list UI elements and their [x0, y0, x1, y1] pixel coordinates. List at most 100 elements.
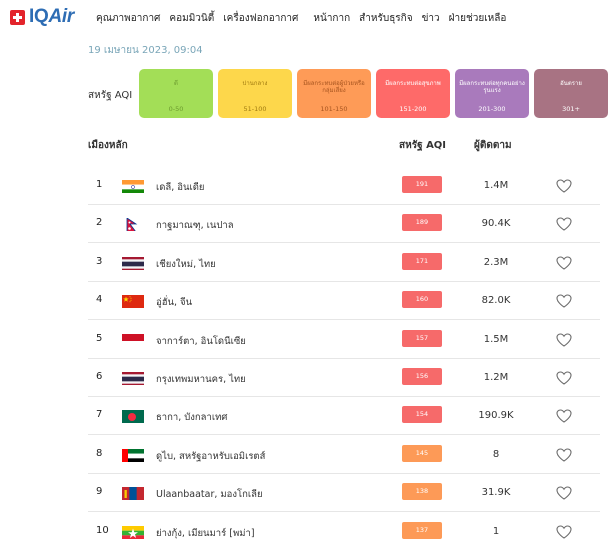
aqi-level-text: มีผลกระทบต่อทุกคนอย่างรุนแรง — [459, 80, 525, 94]
column-header-aqi[interactable]: สหรัฐ AQI — [399, 140, 447, 151]
nepal-flag-icon — [122, 217, 144, 232]
followers-count: 8 — [492, 448, 500, 460]
table-row[interactable]: 2 กาฐมาณฑุ, เนปาล 189 90.4K — [88, 205, 600, 244]
aqi-badge: 138 — [402, 483, 442, 501]
followers-count: 1.2M — [483, 372, 509, 383]
aqi-badge: 157 — [402, 329, 442, 347]
city-name-link[interactable]: ธากา, บังกลาเทศ — [156, 412, 228, 424]
heart-outline-icon[interactable] — [556, 485, 572, 500]
city-name-link[interactable]: กรุงเทพมหานคร, ไทย — [156, 374, 246, 385]
brand-suffix: Air — [48, 6, 74, 27]
aqi-badge: 171 — [402, 252, 442, 270]
india-flag-icon — [122, 179, 144, 193]
rank-number: 10 — [96, 524, 109, 536]
nav-item-news[interactable]: ข่าว — [421, 13, 440, 24]
aqi-level-text: ปานกลาง — [242, 80, 268, 87]
nav-item-masks[interactable]: หน้ากาก — [313, 13, 351, 24]
aqi-badge: 154 — [402, 406, 442, 424]
city-name-link[interactable]: ดูไบ, สหรัฐอาหรับเอมิเรตส์ — [156, 450, 266, 462]
bangladesh-flag-icon — [122, 409, 144, 424]
brand-name: IQAir — [29, 6, 74, 28]
nav-item-support[interactable]: ฝ่ายช่วยเหลือ — [448, 13, 507, 24]
aqi-badge: 191 — [402, 176, 442, 193]
aqi-legend-label: สหรัฐ AQI — [88, 90, 133, 101]
table-row[interactable]: 3 เชียงใหม่, ไทย 171 2.3M — [88, 244, 600, 282]
city-name-link[interactable]: ย่างกุ้ง, เมียนมาร์ [พม่า] — [156, 527, 255, 539]
city-name-link[interactable]: เดลี, อินเดีย — [156, 182, 205, 193]
aqi-legend: ดี 0-50 ปานกลาง 51-100 มีผลกระทบต่อผู้ป่วยหร… — [139, 69, 613, 118]
rank-number: 9 — [96, 486, 103, 498]
nav-item-air-quality[interactable]: คุณภาพอากาศ — [96, 13, 161, 24]
aqi-badge: 145 — [402, 444, 442, 462]
aqi-level-range: 201-300 — [478, 105, 506, 113]
aqi-level-range: 0-50 — [168, 105, 184, 113]
aqi-level-tile: ปานกลาง 51-100 — [218, 69, 292, 118]
brand-prefix: IQ — [29, 6, 49, 27]
followers-count: 1.4M — [483, 180, 509, 191]
rank-number: 4 — [96, 294, 103, 306]
heart-outline-icon[interactable] — [556, 408, 572, 424]
followers-count: 1.5M — [483, 333, 509, 345]
aqi-badge: 137 — [402, 521, 442, 539]
top-bar: IQAir คุณภาพอากาศ คอมมิวนิตี้ เครื่องฟอก… — [0, 0, 613, 36]
table-row[interactable]: 5 จาการ์ตา, อินโดนีเซีย 157 1.5M — [88, 321, 600, 359]
heart-outline-icon[interactable] — [556, 524, 572, 539]
table-row[interactable]: 9 Ulaanbaatar, มองโกเลีย 138 31.9K — [88, 474, 600, 513]
followers-count: 190.9K — [478, 410, 514, 422]
aqi-level-tile: อันตราย 301+ — [534, 69, 608, 118]
heart-outline-icon[interactable] — [556, 178, 572, 193]
followers-count: 90.4K — [481, 218, 511, 230]
iqair-logo[interactable]: IQAir — [10, 6, 74, 28]
main-nav: คุณภาพอากาศ คอมมิวนิตี้ เครื่องฟอกอากาศ … — [96, 11, 515, 26]
aqi-level-text: อันตราย — [560, 80, 582, 87]
aqi-level-tile: ดี 0-50 — [139, 69, 213, 118]
table-row[interactable]: 6 กรุงเทพมหานคร, ไทย 156 1.2M — [88, 359, 600, 397]
swiss-flag-icon — [10, 9, 25, 25]
rank-number: 2 — [96, 217, 103, 229]
aqi-level-range: 51-100 — [243, 105, 267, 113]
column-header-followers[interactable]: ผู้ติดตาม — [474, 140, 512, 151]
aqi-level-tile: มีผลกระทบต่อผู้ป่วยหรือกลุ่มเสี่ยง 101-15… — [297, 69, 371, 118]
city-name-link[interactable]: Ulaanbaatar, มองโกเลีย — [156, 489, 263, 501]
aqi-badge: 189 — [402, 214, 442, 232]
nav-item-business[interactable]: สำหรับธุรกิจ — [359, 13, 413, 24]
city-name-link[interactable]: จาการ์ตา, อินโดนีเซีย — [156, 335, 246, 347]
aqi-level-range: 151-200 — [399, 105, 427, 113]
followers-count: 2.3M — [483, 256, 509, 268]
aqi-level-text: มีผลกระทบต่อผู้ป่วยหรือกลุ่มเสี่ยง — [303, 80, 365, 94]
table-row[interactable]: 10 ย่างกุ้ง, เมียนมาร์ [พม่า] 137 1 — [88, 513, 600, 550]
china-flag-icon — [122, 294, 144, 309]
heart-outline-icon[interactable] — [556, 370, 572, 385]
heart-outline-icon[interactable] — [556, 255, 572, 270]
table-row[interactable]: 7 ธากา, บังกลาเทศ 154 190.9K — [88, 397, 600, 436]
rank-number: 3 — [96, 255, 103, 267]
column-header-city: เมืองหลัก — [88, 140, 128, 151]
rank-number: 7 — [96, 409, 103, 421]
nav-item-air-purifiers[interactable]: เครื่องฟอกอากาศ — [223, 13, 299, 24]
nav-item-community[interactable]: คอมมิวนิตี้ — [169, 13, 215, 24]
heart-outline-icon[interactable] — [556, 293, 572, 308]
aqi-level-range: 301+ — [562, 105, 580, 113]
city-name-link[interactable]: กาฐมาณฑุ, เนปาล — [156, 220, 234, 232]
aqi-badge: 156 — [402, 368, 442, 385]
aqi-level-text: ดี — [174, 80, 178, 87]
aqi-level-tile: มีผลกระทบต่อสุขภาพ 151-200 — [376, 69, 450, 118]
timestamp: 19 เมษายน 2023, 09:04 — [88, 45, 203, 56]
city-name-link[interactable]: อู่ฮั่น, จีน — [156, 297, 193, 309]
aqi-level-text: มีผลกระทบต่อสุขภาพ — [385, 80, 441, 87]
heart-outline-icon[interactable] — [556, 447, 572, 462]
table-row[interactable]: 8 ดูไบ, สหรัฐอาหรับเอมิเรตส์ 145 8 — [88, 436, 600, 474]
heart-outline-icon[interactable] — [556, 216, 572, 232]
rank-number: 6 — [96, 371, 103, 382]
followers-count: 31.9K — [481, 487, 511, 499]
heart-outline-icon[interactable] — [556, 332, 572, 347]
followers-count: 82.0K — [481, 295, 511, 307]
myanmar-flag-icon — [122, 525, 144, 539]
rank-number: 5 — [96, 332, 103, 344]
table-row[interactable]: 4 อู่ฮั่น, จีน 160 82.0K — [88, 282, 600, 321]
city-name-link[interactable]: เชียงใหม่, ไทย — [156, 258, 216, 270]
thailand-flag-icon — [122, 256, 144, 270]
table-row[interactable]: 1 เดลี, อินเดีย 191 1.4M — [88, 167, 600, 205]
mongolia-flag-icon — [122, 486, 144, 501]
rank-number: 8 — [96, 447, 103, 459]
